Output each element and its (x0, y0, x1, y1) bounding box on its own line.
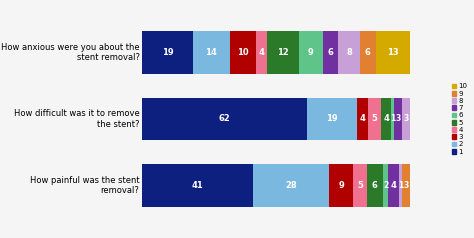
Text: 5: 5 (357, 181, 363, 190)
Text: 28: 28 (285, 181, 297, 190)
Text: 1: 1 (398, 181, 403, 190)
Bar (402, 164, 410, 207)
Bar (394, 98, 402, 140)
Bar (192, 31, 230, 74)
Bar (230, 31, 256, 74)
Text: 6: 6 (372, 181, 378, 190)
Text: How anxious were you about the stent removal?: How anxious were you about the stent rem… (1, 43, 139, 62)
Bar (256, 31, 267, 74)
Bar (322, 31, 338, 74)
Bar (367, 164, 383, 207)
Text: 3: 3 (403, 114, 409, 124)
Text: 13: 13 (387, 48, 399, 57)
Bar (381, 98, 392, 140)
Text: 19: 19 (326, 114, 337, 124)
Text: 4: 4 (359, 114, 365, 124)
Text: 4: 4 (383, 114, 389, 124)
Text: How difficult was it to remove the stent?: How difficult was it to remove the stent… (14, 109, 139, 129)
Text: 14: 14 (205, 48, 217, 57)
Text: 4: 4 (259, 48, 264, 57)
Bar (142, 31, 192, 74)
Legend: 10, 9, 8, 7, 6, 5, 4, 3, 2, 1: 10, 9, 8, 7, 6, 5, 4, 3, 2, 1 (451, 83, 468, 155)
Text: 4: 4 (391, 181, 397, 190)
Bar (392, 98, 394, 140)
Bar (329, 164, 353, 207)
Bar (357, 98, 367, 140)
Text: 6: 6 (328, 48, 333, 57)
Text: 8: 8 (346, 48, 352, 57)
Bar (307, 98, 357, 140)
Text: 2: 2 (383, 181, 388, 190)
Text: 9: 9 (338, 181, 344, 190)
Text: 12: 12 (277, 48, 289, 57)
Text: How painful was the stent removal?: How painful was the stent removal? (30, 176, 139, 195)
Text: 3: 3 (395, 114, 401, 124)
Bar (383, 164, 388, 207)
Bar (375, 31, 410, 74)
Text: 5: 5 (371, 114, 377, 124)
Text: 9: 9 (308, 48, 313, 57)
Bar (367, 98, 381, 140)
Bar (402, 98, 410, 140)
Text: 41: 41 (192, 181, 203, 190)
Bar (388, 164, 399, 207)
Bar (399, 164, 402, 207)
Text: 62: 62 (219, 114, 230, 124)
Bar (338, 31, 360, 74)
Bar (253, 164, 329, 207)
Bar (353, 164, 367, 207)
Bar (142, 98, 307, 140)
Bar (142, 164, 253, 207)
Bar (267, 31, 299, 74)
Text: 6: 6 (365, 48, 371, 57)
Text: 19: 19 (162, 48, 173, 57)
Bar (299, 31, 322, 74)
Bar (360, 31, 375, 74)
Text: 3: 3 (403, 181, 409, 190)
Text: 10: 10 (237, 48, 249, 57)
Text: 1: 1 (390, 114, 395, 124)
